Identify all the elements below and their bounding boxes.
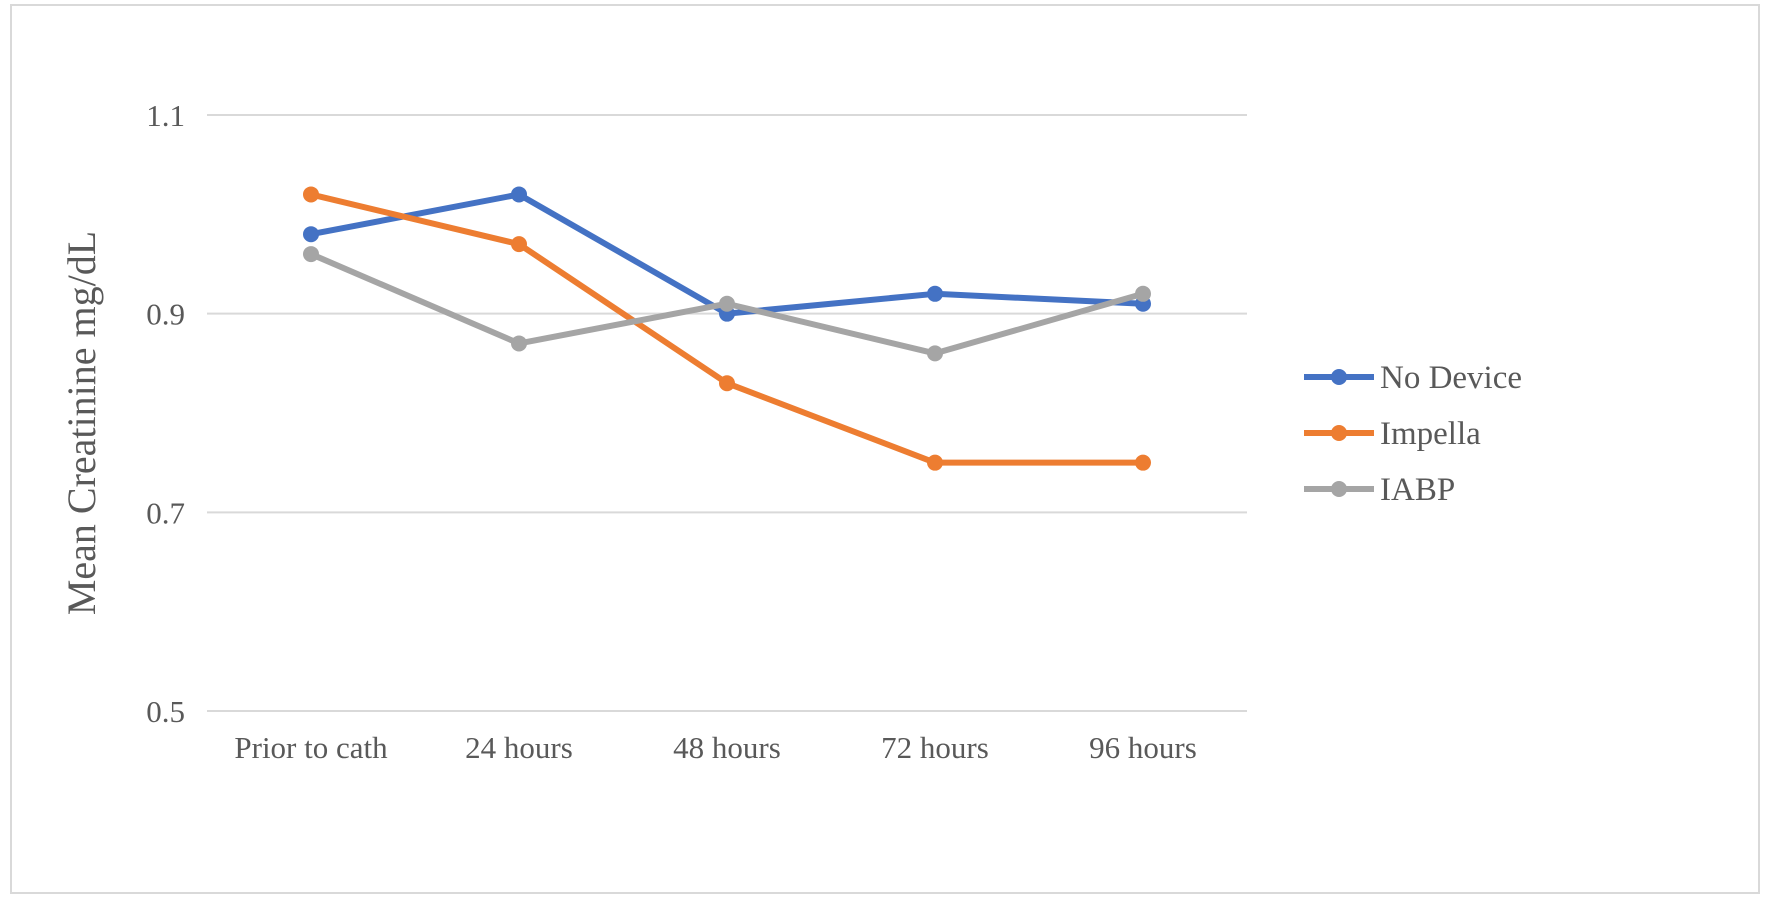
y-tick-label: 0.9: [146, 297, 185, 332]
legend-label: IABP: [1380, 472, 1455, 508]
data-point: [303, 186, 319, 203]
data-point: [927, 285, 943, 302]
data-point: [511, 186, 527, 203]
data-point: [511, 236, 527, 253]
legend-label: Impella: [1380, 416, 1481, 452]
data-point: [719, 375, 735, 392]
data-point: [1135, 454, 1151, 471]
legend-label: No Device: [1380, 360, 1522, 396]
line-chart: 0.5 0.7 0.9 1.1 Prior to cath 24 hours 48 hou…: [59, 98, 1522, 765]
y-axis-ticks: 0.5 0.7 0.9 1.1: [146, 98, 185, 729]
legend: No Device Impella IABP: [1304, 360, 1522, 508]
legend-swatch-marker: [1331, 369, 1347, 385]
data-point: [927, 454, 943, 471]
legend-item: Impella: [1304, 416, 1481, 452]
series-lines: [303, 186, 1151, 471]
series-2: [303, 246, 1151, 362]
x-tick-label: 96 hours: [1089, 730, 1197, 765]
data-point: [303, 226, 319, 243]
legend-item: IABP: [1304, 472, 1455, 508]
x-axis-ticks: Prior to cath 24 hours 48 hours 72 hours 96 …: [234, 730, 1196, 765]
y-tick-label: 0.5: [146, 694, 185, 729]
data-point: [927, 345, 943, 362]
y-axis-title: Mean Creatinine mg/dL: [59, 231, 104, 615]
legend-swatch-marker: [1331, 481, 1347, 497]
legend-item: No Device: [1304, 360, 1522, 396]
x-tick-label: 24 hours: [465, 730, 573, 765]
x-tick-label: 72 hours: [881, 730, 989, 765]
x-tick-label: Prior to cath: [234, 730, 388, 765]
legend-swatch-marker: [1331, 425, 1347, 441]
x-tick-label: 48 hours: [673, 730, 781, 765]
data-point: [719, 295, 735, 312]
y-tick-label: 1.1: [146, 98, 185, 133]
data-point: [1135, 285, 1151, 302]
data-point: [303, 246, 319, 263]
series-1: [303, 186, 1151, 471]
y-tick-label: 0.7: [146, 495, 185, 530]
data-point: [511, 335, 527, 352]
chart-frame: 0.5 0.7 0.9 1.1 Prior to cath 24 hours 48 hou…: [10, 4, 1760, 894]
